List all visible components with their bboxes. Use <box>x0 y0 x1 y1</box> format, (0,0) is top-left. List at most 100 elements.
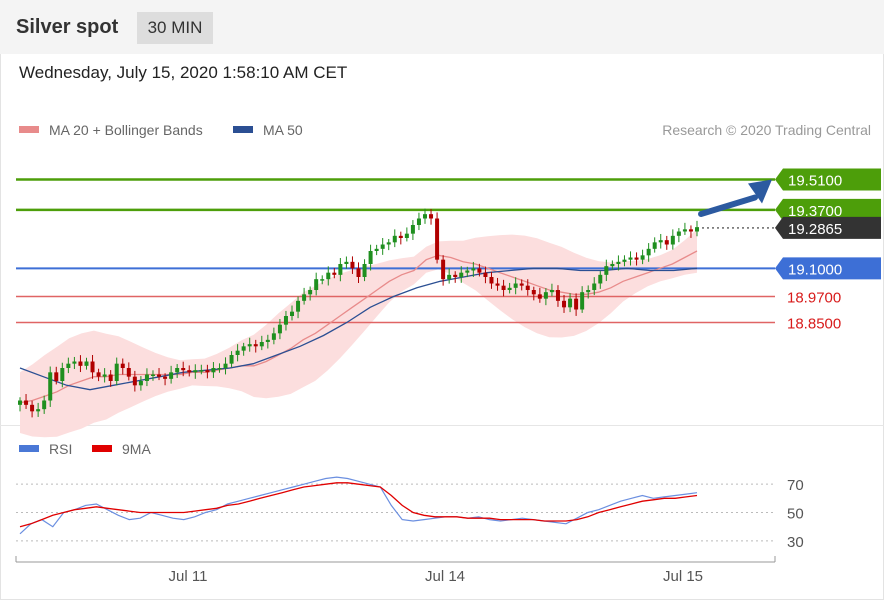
candle-body <box>489 277 494 284</box>
rsi-ma-line <box>19 482 698 528</box>
candle-body <box>562 300 567 308</box>
candle-body <box>610 264 615 267</box>
candle-body <box>150 374 155 376</box>
rsi-tick-label: 50 <box>787 506 804 523</box>
level-label: 19.3700 <box>788 203 842 220</box>
candle-body <box>640 255 645 260</box>
rsi-ma-legend-swatch <box>92 445 112 452</box>
candle-body <box>344 261 349 264</box>
candle-body <box>18 400 22 405</box>
candle-body <box>670 235 675 245</box>
candle-body <box>483 272 488 277</box>
candle-body <box>277 324 282 334</box>
candle-body <box>24 400 29 405</box>
candle-body <box>72 361 77 364</box>
candle-body <box>646 248 651 256</box>
candle-body <box>283 316 288 325</box>
candle-body <box>126 368 131 377</box>
ma20-legend-swatch <box>19 126 39 133</box>
legend: MA 20 + Bollinger Bands MA 50 Research ©… <box>19 122 871 457</box>
candle-body <box>132 376 137 386</box>
level-label: 19.2865 <box>788 221 842 238</box>
candle-body <box>574 298 579 310</box>
candle-body <box>205 370 210 373</box>
candle-body <box>223 363 228 368</box>
candle-body <box>36 409 41 412</box>
candle-body <box>404 233 409 238</box>
candle-body <box>628 257 633 260</box>
candle-body <box>332 272 337 275</box>
candle-body <box>30 404 35 412</box>
candle-body <box>90 361 95 373</box>
candle-body <box>290 311 295 316</box>
candle-body <box>592 283 597 290</box>
candle-body <box>416 218 421 225</box>
candle-body <box>114 363 119 381</box>
candle-body <box>555 290 560 301</box>
candle-body <box>682 229 687 232</box>
candle-body <box>362 264 367 277</box>
panel-divider <box>0 425 884 426</box>
rsi-lines <box>19 476 698 535</box>
forecast-arrow-head <box>748 179 772 204</box>
candle-body <box>326 272 331 280</box>
candle-body <box>308 290 313 295</box>
candle-body <box>66 363 71 368</box>
candle-body <box>435 218 440 260</box>
rsi-tick-label: 70 <box>787 477 804 494</box>
candle-body <box>271 333 276 340</box>
candle-body <box>586 290 591 293</box>
ma50-legend-label: MA 50 <box>263 122 303 138</box>
bollinger-bands <box>20 229 697 438</box>
candle-body <box>211 368 216 373</box>
candle-body <box>60 368 65 381</box>
rsi-legend-swatch <box>19 445 39 452</box>
candle-body <box>42 400 47 410</box>
candle-body <box>84 361 89 366</box>
candle-body <box>652 242 657 249</box>
candle-body <box>568 298 573 308</box>
candle-body <box>658 240 663 243</box>
candle-body <box>664 240 669 245</box>
candle-body <box>410 225 415 234</box>
candle-body <box>302 294 307 301</box>
candle-body <box>320 279 325 281</box>
candle-body <box>453 274 458 277</box>
candlesticks <box>18 208 699 418</box>
candle-body <box>374 248 379 251</box>
candle-body <box>338 264 343 275</box>
candle-body <box>634 257 639 260</box>
candle-body <box>459 272 464 277</box>
candle-body <box>580 292 585 310</box>
rsi-line <box>19 476 698 535</box>
level-label: 19.1000 <box>788 261 842 278</box>
candle-body <box>229 355 234 364</box>
candle-body <box>471 268 476 271</box>
candle-body <box>102 374 107 377</box>
candle-body <box>676 231 681 236</box>
candle-body <box>265 339 270 342</box>
candle-body <box>253 344 258 347</box>
candle-body <box>157 374 162 377</box>
rsi-ma-legend-label: 9MA <box>122 441 151 457</box>
candle-body <box>247 344 252 347</box>
bollinger-band-area <box>20 229 697 438</box>
candle-body <box>380 244 385 249</box>
candle-body <box>314 279 319 290</box>
candle-body <box>398 235 403 238</box>
candle-body <box>495 283 500 286</box>
candle-body <box>622 259 627 262</box>
interval-selector[interactable]: 30 MIN <box>137 12 213 44</box>
ma20-legend-label: MA 20 + Bollinger Bands <box>49 122 203 138</box>
candle-body <box>688 229 693 232</box>
x-tick-label: Jul 14 <box>425 568 465 585</box>
candle-body <box>169 372 174 379</box>
candle-body <box>138 381 143 386</box>
header-bar: Silver spot 30 MIN <box>0 0 884 54</box>
candle-body <box>531 290 536 295</box>
candle-body <box>507 287 512 290</box>
candle-body <box>181 368 186 371</box>
ma50-line <box>19 267 698 391</box>
